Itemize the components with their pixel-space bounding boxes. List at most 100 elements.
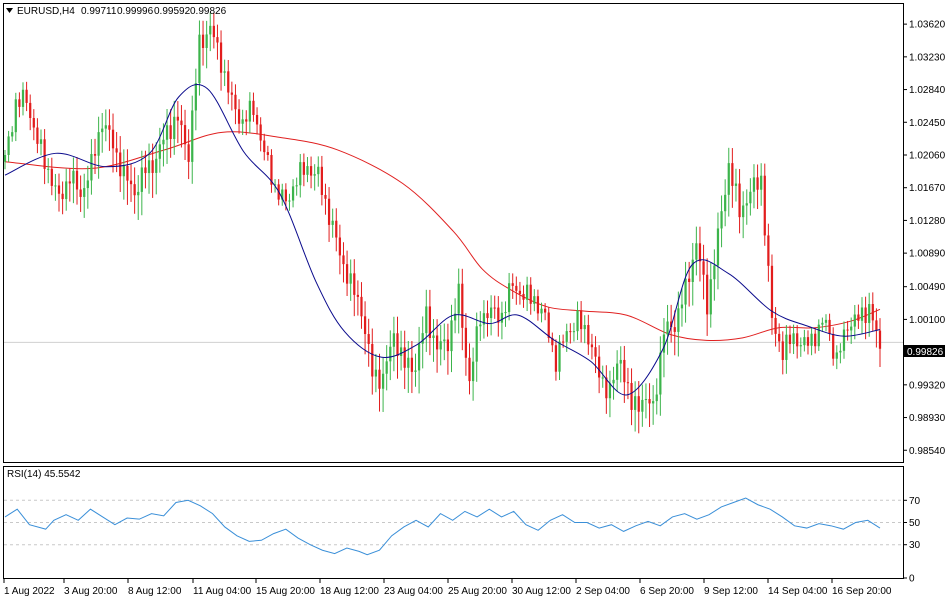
candle-body xyxy=(29,102,32,118)
candle-body xyxy=(770,265,774,318)
candle-body xyxy=(778,333,781,342)
candle-body xyxy=(237,109,241,124)
candle-body xyxy=(756,177,759,190)
candle-body xyxy=(724,194,727,212)
time-tick-label: 30 Aug 12:00 xyxy=(512,586,571,597)
header-open: 0.99711 xyxy=(81,6,117,17)
candle-body xyxy=(374,369,378,377)
candle-body xyxy=(655,394,658,402)
candle-body xyxy=(50,168,53,186)
candle-body xyxy=(299,162,302,186)
candle-body xyxy=(191,110,194,162)
candle-body xyxy=(36,127,39,144)
candle-body xyxy=(450,320,453,352)
candle-body xyxy=(126,165,129,181)
candle-body xyxy=(626,382,630,384)
candle-body xyxy=(399,347,403,356)
candle-body xyxy=(583,324,586,330)
time-tick-label: 2 Sep 04:00 xyxy=(576,586,630,597)
price-tick-label: 1.02060 xyxy=(909,150,946,161)
time-tick-label: 1 Aug 2022 xyxy=(4,586,55,597)
candle-body xyxy=(529,284,532,304)
candle-body xyxy=(587,324,590,345)
price-tick-label: 1.00100 xyxy=(909,315,946,326)
header-dropdown-icon[interactable] xyxy=(6,8,13,13)
candle-body xyxy=(796,333,799,347)
candle-body xyxy=(414,370,417,372)
candle-body xyxy=(273,184,277,186)
candle-body xyxy=(97,132,100,156)
candle-body xyxy=(155,158,158,173)
candle-body xyxy=(385,361,388,374)
candle-body xyxy=(619,359,622,364)
candle-body xyxy=(453,313,457,321)
candle-body xyxy=(302,162,305,175)
candle-body xyxy=(266,152,269,155)
candle-body xyxy=(284,189,287,202)
candle-body xyxy=(360,296,363,317)
candle-body xyxy=(201,34,205,48)
candle-body xyxy=(21,89,25,107)
header-low: 0.99592 xyxy=(154,6,191,17)
candle-body xyxy=(349,273,352,284)
candle-body xyxy=(507,283,511,313)
candle-body xyxy=(39,139,43,144)
candle-body xyxy=(234,94,237,110)
candle-body xyxy=(806,337,810,346)
candle-body xyxy=(101,128,104,133)
header-high: 0.99996 xyxy=(117,6,154,17)
candle-body xyxy=(43,139,46,169)
candle-body xyxy=(598,356,601,378)
candle-body xyxy=(443,339,446,342)
price-axis: 1.03620 1.03230 1.02840 1.02450 1.02060 1.016… xyxy=(903,20,946,457)
candle-body xyxy=(263,140,266,153)
candle-body xyxy=(709,279,712,315)
candle-body xyxy=(345,264,349,284)
candle-body xyxy=(165,125,169,140)
candle-body xyxy=(767,235,770,266)
candle-body xyxy=(173,116,176,139)
candle-body xyxy=(137,191,140,196)
candle-body xyxy=(255,114,259,125)
candle-body xyxy=(691,259,694,283)
candle-body xyxy=(536,296,540,314)
rsi-tick-label: 50 xyxy=(909,518,921,529)
candle-body xyxy=(371,343,374,377)
candle-body xyxy=(338,237,341,256)
candle-body xyxy=(216,37,219,43)
candle-body xyxy=(425,306,428,334)
candle-body xyxy=(61,193,64,200)
candle-body xyxy=(108,125,111,130)
candle-body xyxy=(187,144,190,162)
price-tick-label: 1.00490 xyxy=(909,282,946,293)
candle-body xyxy=(86,180,89,189)
time-tick-label: 25 Aug 20:00 xyxy=(448,586,507,597)
candle-body xyxy=(554,345,558,372)
ma-fast-line xyxy=(4,84,881,396)
candle-body xyxy=(688,278,691,283)
rsi-pane-frame xyxy=(3,466,904,579)
candle-body xyxy=(147,160,151,174)
rsi-tick-label: 0 xyxy=(909,574,915,585)
candle-body xyxy=(295,185,298,187)
candle-body xyxy=(18,99,21,107)
time-tick-label: 18 Aug 12:00 xyxy=(320,586,379,597)
candle-body xyxy=(392,333,396,347)
candle-body xyxy=(760,175,763,190)
candle-body xyxy=(518,290,522,294)
candle-body xyxy=(417,343,421,371)
candle-body xyxy=(367,334,370,344)
price-tick-label: 1.00890 xyxy=(909,249,946,260)
rsi-line xyxy=(4,497,881,556)
candle-body xyxy=(486,313,489,319)
candle-body xyxy=(353,273,356,295)
time-tick-label: 11 Aug 04:00 xyxy=(193,586,252,597)
candle-body xyxy=(612,379,615,384)
candle-body xyxy=(652,401,655,404)
candle-body xyxy=(637,396,640,412)
candle-body xyxy=(749,191,752,204)
candle-body xyxy=(158,144,161,159)
price-tick-label: 0.98540 xyxy=(909,446,946,457)
candle-body xyxy=(133,184,136,196)
